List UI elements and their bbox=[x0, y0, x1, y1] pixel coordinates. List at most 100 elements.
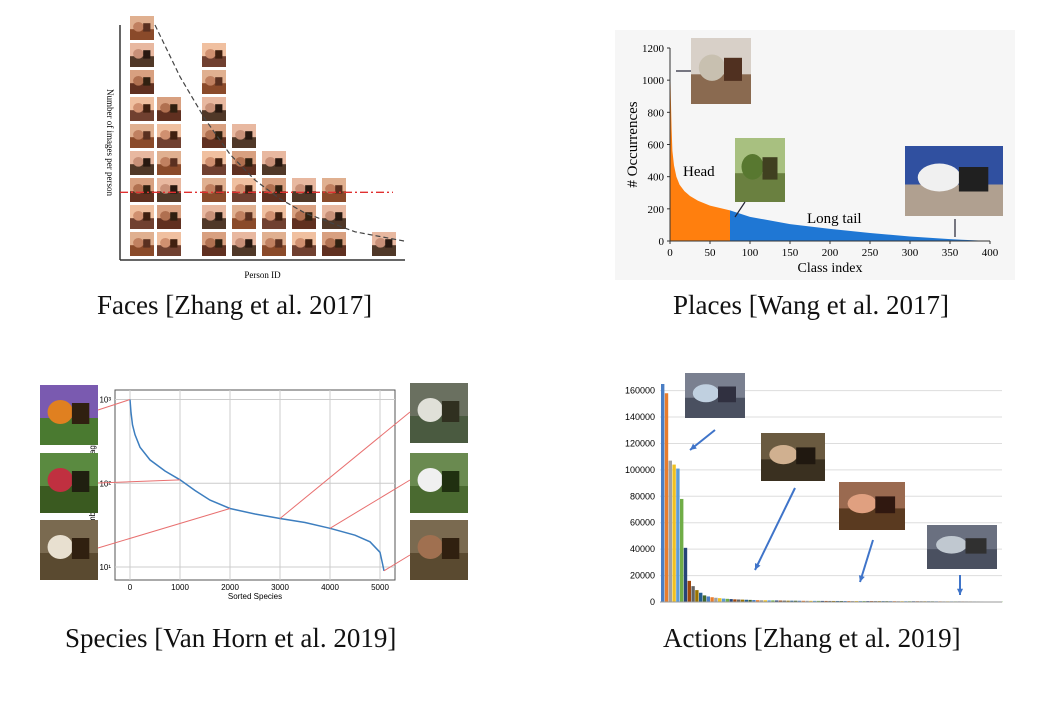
species-link-line bbox=[383, 554, 411, 572]
face-thumbnail bbox=[130, 205, 154, 229]
actions-bar bbox=[672, 464, 676, 602]
face-thumbnail bbox=[232, 124, 256, 148]
species-x-tick-label: 5000 bbox=[371, 583, 389, 592]
places-caption: Places [Wang et al. 2017] bbox=[673, 290, 949, 320]
face-thumbnail bbox=[157, 151, 181, 175]
actions-bar bbox=[756, 600, 760, 602]
species-caption: Species [Van Horn et al. 2019] bbox=[65, 623, 397, 653]
actions-arrow-head bbox=[755, 563, 761, 570]
actions-y-tick-label: 40000 bbox=[630, 544, 655, 554]
face-thumbnail bbox=[202, 232, 226, 256]
places-head-area bbox=[670, 56, 730, 241]
face-thumbnail bbox=[157, 205, 181, 229]
face-thumbnail bbox=[130, 232, 154, 256]
actions-bar bbox=[725, 598, 729, 602]
actions-bar bbox=[813, 600, 817, 602]
face-thumbnail bbox=[202, 97, 226, 121]
species-link-line bbox=[329, 479, 411, 529]
places-x-tick-label: 150 bbox=[782, 247, 799, 259]
species-right-photo bbox=[410, 383, 468, 443]
places-y-tick-label: 1200 bbox=[642, 43, 665, 55]
actions-bar bbox=[729, 599, 733, 602]
face-thumbnail bbox=[130, 178, 154, 202]
face-thumbnail bbox=[202, 70, 226, 94]
species-y-tick-label: 10² bbox=[99, 479, 111, 488]
faces-ylabel: Number of images per person bbox=[105, 89, 115, 196]
actions-bar bbox=[805, 600, 809, 602]
places-head-label: Head bbox=[683, 164, 715, 180]
actions-bar bbox=[668, 460, 672, 602]
species-x-tick-label: 2000 bbox=[221, 583, 239, 592]
places-y-tick-label: 800 bbox=[648, 107, 665, 119]
actions-bar bbox=[676, 468, 680, 602]
actions-bar bbox=[721, 598, 726, 602]
places-x-tick-label: 100 bbox=[742, 247, 759, 259]
places-x-tick-label: 0 bbox=[667, 247, 673, 259]
faces-xlabel: Person ID bbox=[244, 270, 281, 280]
species-link-line bbox=[97, 479, 181, 484]
species-right-photo bbox=[410, 520, 468, 580]
actions-y-tick-label: 0 bbox=[650, 597, 655, 607]
face-thumbnail bbox=[292, 178, 316, 202]
actions-bar bbox=[839, 600, 843, 602]
face-thumbnail bbox=[262, 232, 286, 256]
species-link-line bbox=[97, 508, 231, 549]
species-y-tick-label: 10¹ bbox=[99, 563, 111, 572]
places-living-room-image bbox=[691, 38, 751, 104]
actions-arrow-head bbox=[690, 443, 697, 450]
actions-bar bbox=[775, 600, 779, 602]
actions-bar bbox=[778, 600, 783, 602]
face-thumbnail bbox=[232, 178, 256, 202]
places-x-tick-label: 400 bbox=[982, 247, 999, 259]
actions-y-tick-label: 120000 bbox=[625, 438, 655, 448]
places-arrow bbox=[734, 201, 746, 218]
actions-photo bbox=[839, 482, 905, 530]
species-link-line bbox=[97, 399, 131, 411]
face-thumbnail bbox=[157, 178, 181, 202]
actions-photo bbox=[685, 373, 745, 418]
face-thumbnail bbox=[202, 178, 226, 202]
face-thumbnail bbox=[130, 43, 154, 67]
species-y-tick-label: 10³ bbox=[99, 396, 111, 405]
face-thumbnail bbox=[372, 232, 396, 256]
actions-y-tick-label: 140000 bbox=[625, 412, 655, 422]
face-thumbnail bbox=[232, 232, 256, 256]
face-thumbnail bbox=[232, 205, 256, 229]
actions-photo bbox=[927, 525, 997, 569]
actions-bar bbox=[824, 600, 828, 602]
places-y-tick-label: 1000 bbox=[642, 75, 665, 87]
actions-bar bbox=[759, 600, 764, 602]
species-right-photo bbox=[410, 453, 468, 513]
faces-caption: Faces [Zhang et al. 2017] bbox=[97, 290, 373, 320]
places-x-tick-label: 300 bbox=[902, 247, 919, 259]
actions-panel: 0 20000 40000 60000 80000 100000 120000 140000 1… bbox=[615, 370, 1015, 610]
actions-bar bbox=[683, 547, 688, 602]
places-panel: 0 50 100 150 200 250 300 350 400 0 200 400 600 800 100… bbox=[615, 30, 1015, 280]
places-x-tick-label: 350 bbox=[942, 247, 959, 259]
places-chart: 0 50 100 150 200 250 300 350 400 0 200 400 600 800 100… bbox=[615, 30, 1015, 280]
places-xlabel: Class index bbox=[798, 261, 863, 276]
species-plot-area bbox=[114, 389, 396, 581]
actions-arrow bbox=[754, 487, 796, 571]
places-y-tick-label: 0 bbox=[659, 236, 665, 248]
species-x-tick-label: 4000 bbox=[321, 583, 339, 592]
actions-bar bbox=[832, 600, 836, 602]
actions-bar bbox=[835, 600, 840, 602]
actions-bar bbox=[661, 384, 665, 602]
species-x-tick-label: 3000 bbox=[271, 583, 289, 592]
actions-bar bbox=[816, 600, 821, 602]
actions-bar bbox=[782, 600, 786, 602]
faces-chart: Person ID Number of images per person bbox=[105, 16, 406, 280]
species-left-photo bbox=[40, 520, 98, 580]
actions-bar bbox=[748, 599, 752, 602]
actions-bar bbox=[714, 597, 718, 602]
actions-bar bbox=[828, 600, 832, 602]
face-thumbnail bbox=[157, 232, 181, 256]
places-y-tick-label: 200 bbox=[648, 204, 665, 216]
actions-bar bbox=[763, 600, 767, 602]
species-chart: 0 1000 2000 3000 4000 5000 10¹ 10² 10³ Sorted Spe… bbox=[40, 383, 468, 601]
species-x-tick-label: 0 bbox=[128, 583, 133, 592]
face-thumbnail bbox=[202, 151, 226, 175]
places-x-tick-label: 50 bbox=[705, 247, 717, 259]
actions-y-tick-label: 160000 bbox=[625, 386, 655, 396]
